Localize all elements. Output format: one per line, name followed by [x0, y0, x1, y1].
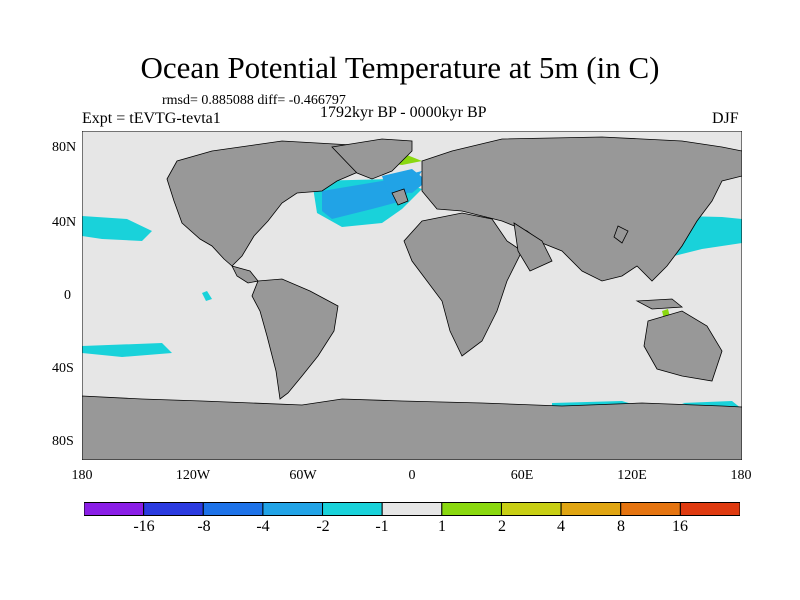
north-america [166, 140, 383, 267]
africa [403, 212, 523, 357]
experiment-label: Expt = tEVTG-tevta1 [82, 110, 221, 127]
greenland [331, 138, 413, 180]
colorbar-label-p16: 16 [672, 518, 688, 535]
lat-label-80n: 80N [52, 140, 77, 155]
lon-label-60w: 60W [289, 468, 317, 483]
colorbar-label-m16: -16 [133, 518, 155, 535]
colorbar-label-p4: 4 [557, 518, 565, 535]
colorbar-label-p2: 2 [498, 518, 506, 535]
season-label: DJF [712, 110, 739, 127]
colorbar-label-m1: -1 [375, 518, 389, 535]
colorbar-box [560, 502, 622, 516]
colorbar-label-p1: 1 [438, 518, 446, 535]
colorbar-box [620, 502, 681, 516]
lat-label-40n: 40N [52, 215, 77, 230]
lon-label-120w: 120W [175, 468, 211, 483]
lat-label-0: 0 [64, 288, 71, 303]
colorbar-box [679, 502, 740, 516]
plot-title: Ocean Potential Temperature at 5m (in C) [140, 50, 660, 85]
arabia [513, 222, 553, 272]
colorbar-box [262, 502, 324, 516]
colorbar-label-p8: 8 [617, 518, 625, 535]
colorbar-box [500, 502, 562, 516]
colorbar-label-m8: -8 [197, 518, 211, 535]
landmasses [82, 136, 742, 460]
lon-label-180w: 180 [71, 468, 93, 483]
indonesia [635, 298, 684, 310]
colorbar-box [381, 502, 443, 516]
period-label: 1792kyr BP - 0000kyr BP [320, 104, 487, 121]
eurasia [421, 136, 742, 282]
stats-text: rmsd= 0.885088 diff= -0.466797 [162, 93, 346, 108]
japan [613, 225, 629, 244]
antarctica [82, 395, 742, 460]
british-isles [391, 188, 409, 206]
colorbar-box [84, 502, 145, 516]
colorbar-box [143, 502, 204, 516]
colorbar [84, 502, 740, 516]
lon-label-120e: 120E [617, 468, 647, 483]
lat-label-80s: 80S [52, 434, 74, 449]
colorbar-box [441, 502, 502, 516]
world-map [82, 131, 742, 460]
lon-label-60e: 60E [510, 468, 534, 483]
central-america [231, 265, 259, 284]
colorbar-label-m4: -4 [256, 518, 270, 535]
lat-label-40s: 40S [52, 361, 74, 376]
south-america [251, 278, 339, 400]
colorbar-box [322, 502, 383, 516]
colorbar-label-m2: -2 [316, 518, 330, 535]
lon-label-0: 0 [408, 468, 416, 483]
lon-label-180e: 180 [730, 468, 752, 483]
australia [643, 310, 723, 382]
colorbar-box [202, 502, 264, 516]
